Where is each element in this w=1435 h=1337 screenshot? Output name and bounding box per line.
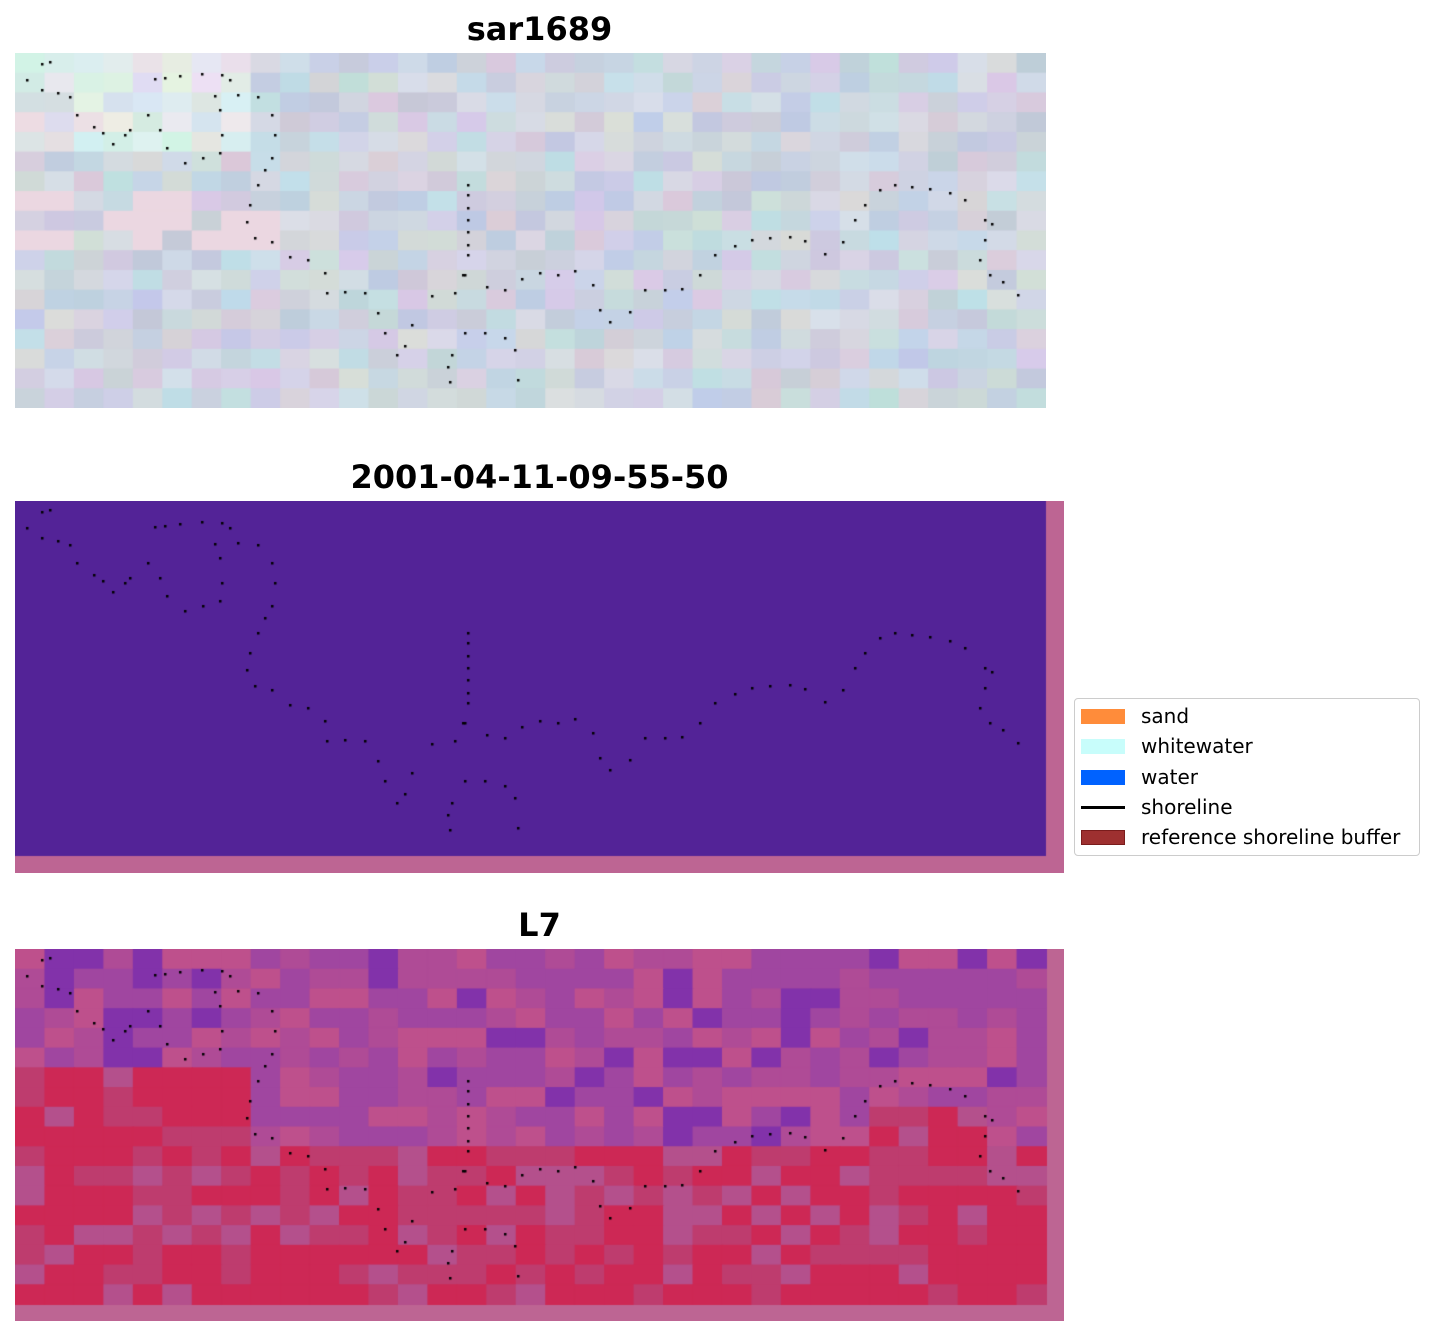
legend-label: sand	[1141, 704, 1190, 728]
legend-label: reference shoreline buffer	[1141, 825, 1401, 849]
whitewater-swatch	[1081, 738, 1125, 754]
legend-label: whitewater	[1141, 734, 1253, 758]
legend-label: water	[1141, 765, 1198, 789]
image-panel-index	[15, 949, 1064, 1321]
shoreline-line-icon	[1081, 805, 1125, 809]
legend-item-sand: sand	[1081, 704, 1190, 728]
legend-item-buffer: reference shoreline buffer	[1081, 825, 1401, 849]
image-panel-classified	[15, 501, 1064, 873]
legend-label: shoreline	[1141, 795, 1233, 819]
legend-item-water: water	[1081, 765, 1198, 789]
legend-item-shoreline: shoreline	[1081, 795, 1233, 819]
panel-title-1: sar1689	[466, 10, 613, 48]
legend-item-whitewater: whitewater	[1081, 734, 1253, 758]
image-panel-rgb	[15, 53, 1046, 408]
panel-title-3: L7	[518, 906, 561, 944]
legend: sand whitewater water shoreline referenc…	[1074, 698, 1420, 856]
water-swatch	[1081, 769, 1125, 785]
buffer-swatch	[1081, 829, 1125, 845]
sand-swatch	[1081, 708, 1125, 724]
panel-title-2: 2001-04-11-09-55-50	[350, 458, 729, 496]
